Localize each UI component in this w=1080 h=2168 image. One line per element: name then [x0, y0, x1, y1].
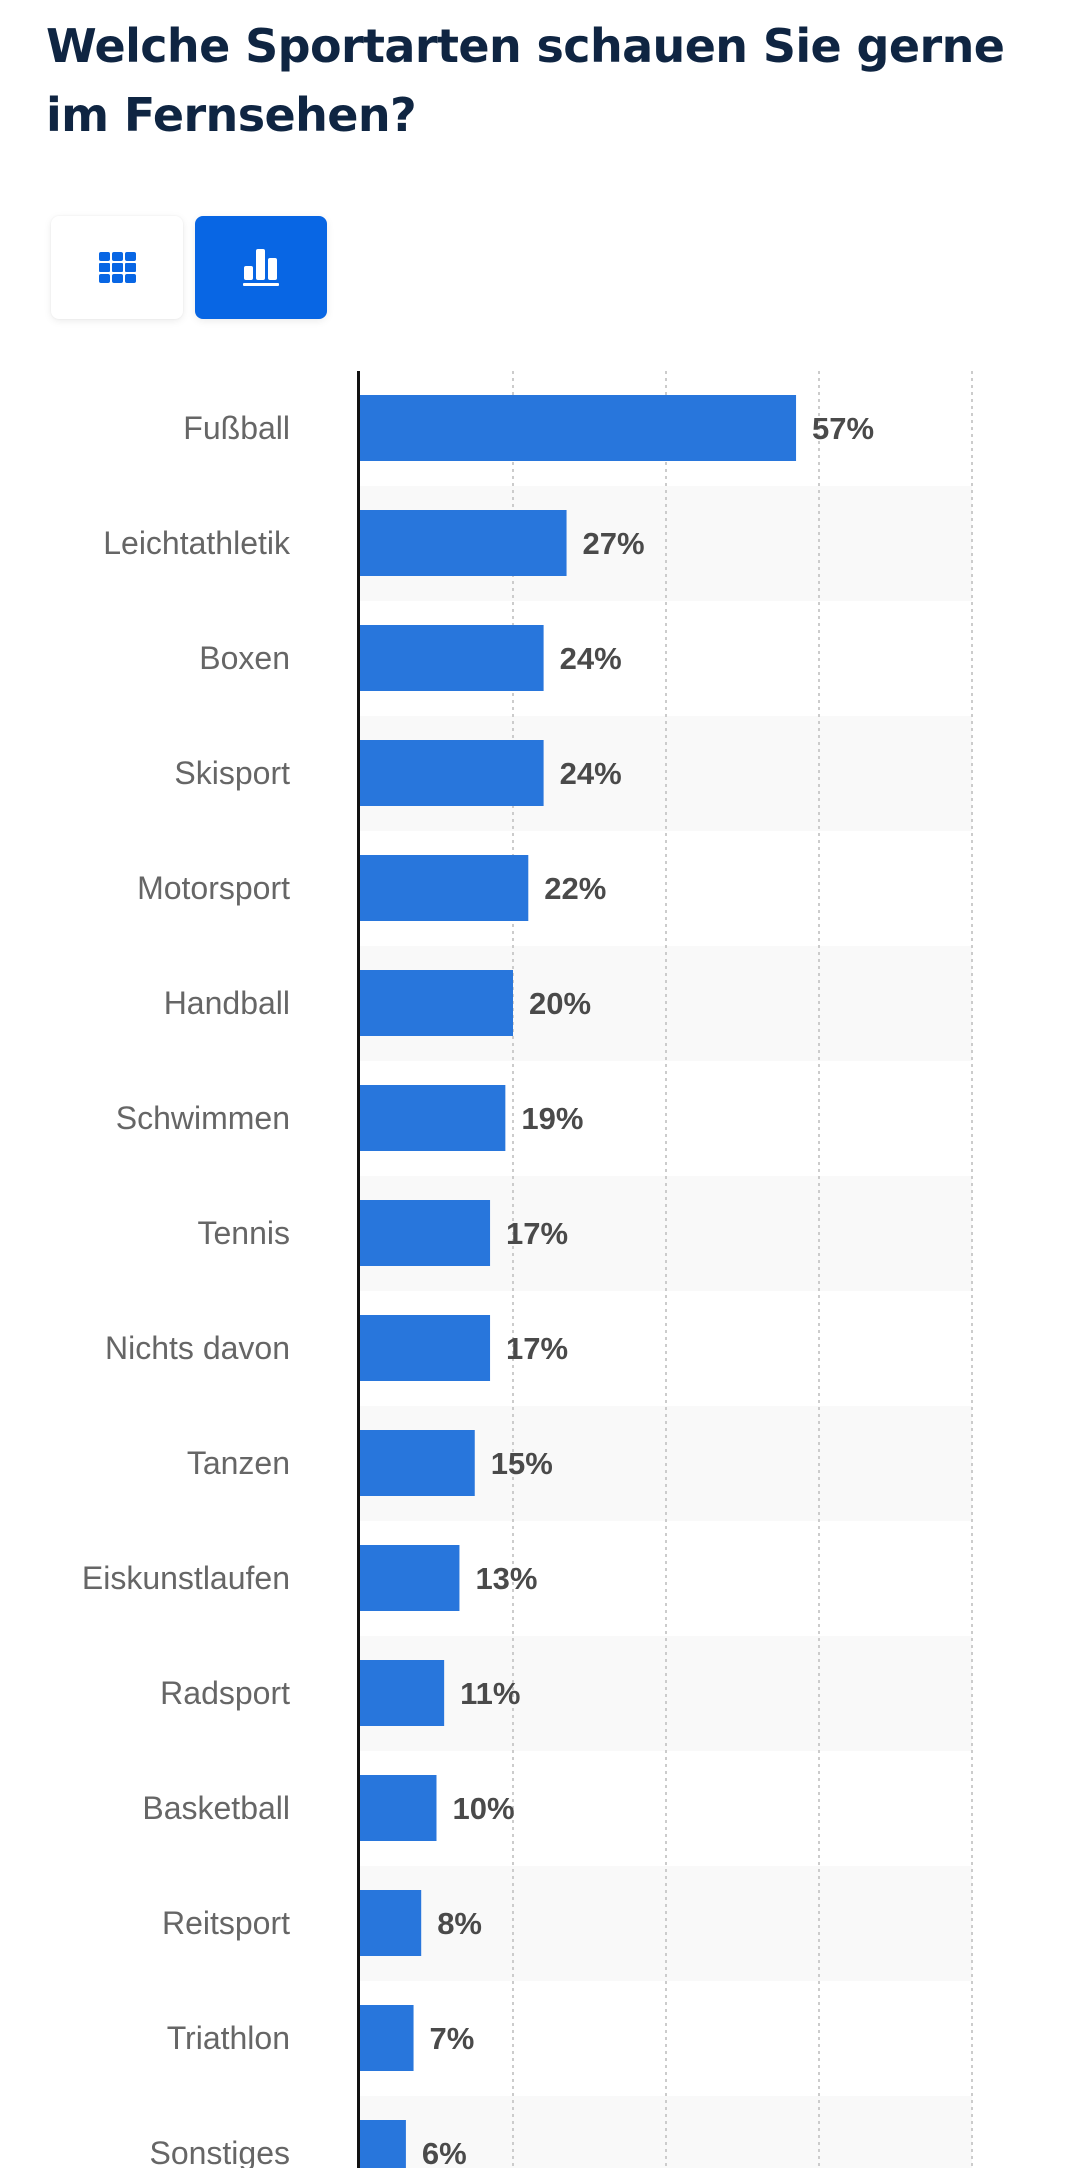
- category-label: Basketball: [142, 1790, 290, 1826]
- bar[interactable]: [360, 625, 544, 691]
- table-view-button[interactable]: [51, 216, 183, 319]
- value-label: 13%: [475, 1561, 537, 1596]
- category-label: Boxen: [199, 640, 290, 676]
- bar[interactable]: [360, 1775, 437, 1841]
- bar[interactable]: [360, 1315, 491, 1381]
- value-label: 11%: [460, 1676, 520, 1711]
- value-label: 24%: [560, 641, 622, 676]
- category-labels: Fußball Leichtathletik Boxen Skisport Motors…: [82, 410, 291, 2168]
- category-label: Sonstiges: [149, 2135, 290, 2168]
- value-label: 17%: [506, 1216, 568, 1251]
- value-label: 15%: [491, 1446, 553, 1481]
- bar[interactable]: [360, 855, 529, 921]
- category-label: Handball: [164, 985, 290, 1021]
- category-label: Leichtathletik: [103, 525, 291, 561]
- bar[interactable]: [360, 1430, 475, 1496]
- bar[interactable]: [360, 1085, 506, 1151]
- value-label: 20%: [529, 986, 591, 1021]
- category-label: Schwimmen: [116, 1100, 290, 1136]
- category-label: Triathlon: [167, 2020, 290, 2056]
- category-label: Fußball: [183, 410, 290, 446]
- category-label: Skisport: [174, 755, 290, 791]
- gridlines: [512, 371, 973, 2168]
- value-label: 27%: [583, 526, 645, 561]
- value-label: 24%: [560, 756, 622, 791]
- value-label: 19%: [521, 1101, 583, 1136]
- bar[interactable]: [360, 2005, 414, 2071]
- value-label: 6%: [422, 2136, 467, 2168]
- value-label: 8%: [437, 1906, 482, 1941]
- value-label: 22%: [544, 871, 606, 906]
- grid-icon: [98, 252, 136, 283]
- page-title: Welche Sportarten schauen Sie gerne im Fe…: [46, 19, 1005, 142]
- bar[interactable]: [360, 2120, 406, 2168]
- bar[interactable]: [360, 1200, 491, 1266]
- value-label: 7%: [430, 2021, 475, 2056]
- category-label: Tennis: [198, 1215, 291, 1251]
- value-label: 17%: [506, 1331, 568, 1366]
- bar[interactable]: [360, 1545, 460, 1611]
- category-label: Reitsport: [162, 1905, 290, 1941]
- category-label: Motorsport: [137, 870, 290, 906]
- value-label: 57%: [812, 411, 874, 446]
- bar-chart-icon: [243, 249, 279, 286]
- category-label: Tanzen: [187, 1445, 290, 1481]
- bar[interactable]: [360, 740, 544, 806]
- value-label: 10%: [453, 1791, 515, 1826]
- chart-view-button[interactable]: [195, 216, 327, 319]
- bar[interactable]: [360, 510, 567, 576]
- bar[interactable]: [360, 1660, 445, 1726]
- bar[interactable]: [360, 395, 797, 461]
- bar[interactable]: [360, 1890, 422, 1956]
- value-labels: 57% 27% 24% 24% 22% 20% 19% 17% 17% 15% 13% 11% 10% 8…: [422, 411, 874, 2168]
- bars: [360, 395, 797, 2168]
- bar[interactable]: [360, 970, 513, 1036]
- category-label: Radsport: [160, 1675, 290, 1711]
- category-label: Nichts davon: [105, 1330, 290, 1366]
- category-label: Eiskunstlaufen: [82, 1560, 290, 1596]
